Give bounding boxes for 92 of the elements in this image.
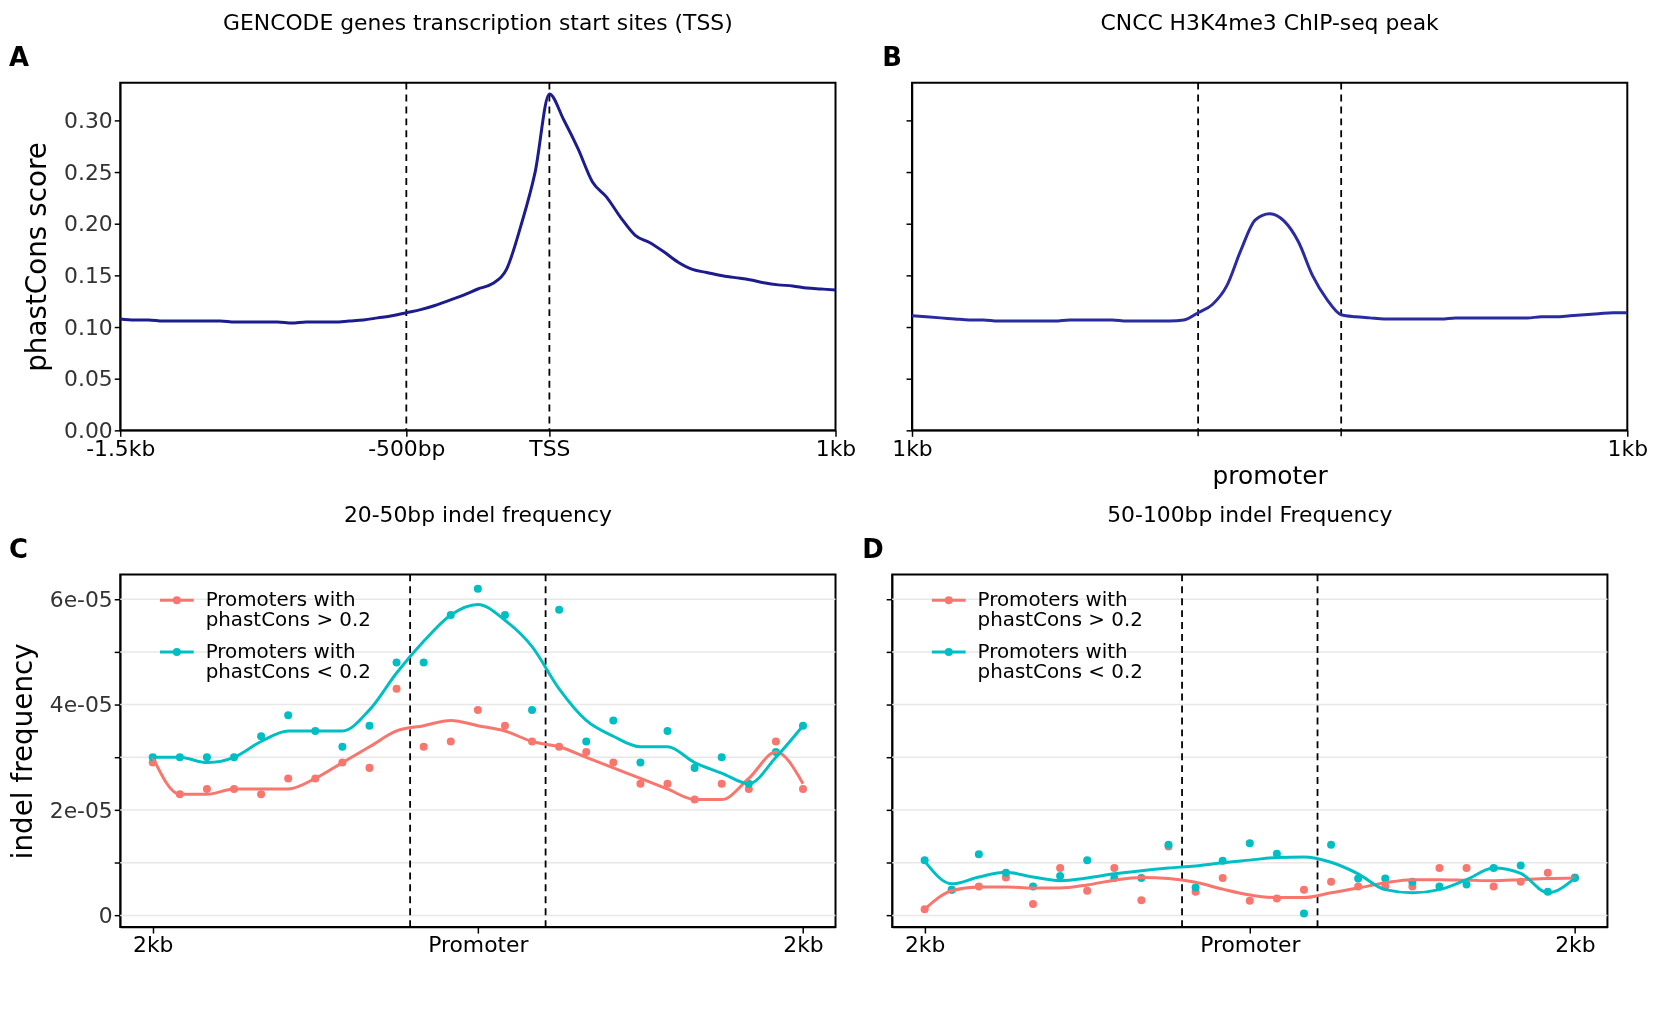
line-series: [120, 92, 836, 325]
point: [202, 753, 211, 762]
legend-label: Promoters with phastCons < 0.2: [205, 639, 371, 683]
point: [528, 705, 537, 714]
y-tick-label: 0.15: [64, 263, 113, 289]
point: [473, 584, 482, 593]
point: [1489, 882, 1498, 891]
chart-title: GENCODE genes transcription start sites (TSS): [223, 9, 733, 35]
point: [636, 779, 645, 788]
point: [257, 732, 266, 741]
y-tick-label: 0.30: [64, 108, 113, 134]
point: [1137, 896, 1146, 905]
x-tick-label: 2kb: [904, 932, 946, 958]
point: [419, 742, 428, 751]
point: [1327, 877, 1336, 886]
point: [636, 758, 645, 767]
point: [1516, 861, 1525, 870]
text: D: [862, 533, 884, 564]
point: [555, 605, 564, 614]
x-tick-label: -500bp: [368, 435, 446, 461]
point: [1191, 883, 1200, 892]
point: [1299, 909, 1308, 918]
y-tick-label: 0.05: [64, 366, 113, 392]
x-tick-label: 1kb: [815, 435, 857, 461]
y-tick-label: 2e-05: [49, 797, 113, 823]
point: [257, 790, 266, 799]
y-axis-title: phastCons score: [20, 142, 54, 372]
chart-title: 50-100bp indel Frequency: [1107, 501, 1393, 527]
point: [446, 737, 455, 746]
point: [365, 721, 374, 730]
point: [284, 711, 293, 720]
text: A: [8, 41, 29, 72]
point: [365, 763, 374, 772]
point: [1354, 874, 1363, 883]
x-tick-label: 2kb: [1555, 932, 1596, 958]
point: [473, 705, 482, 714]
point: [974, 850, 983, 859]
y-tick-label: 0.20: [64, 211, 113, 237]
y-tick-label: 0.25: [64, 159, 113, 185]
x-tick-label: TSS: [528, 435, 571, 461]
text: C: [8, 533, 28, 564]
point: [1110, 864, 1119, 873]
point: [582, 748, 591, 757]
legend-label: Promoters with phastCons > 0.2: [205, 588, 371, 632]
x-tick-label: Promoter: [1200, 932, 1301, 958]
point: [663, 726, 672, 735]
x-tick-label: 1kb: [892, 435, 933, 461]
point: [1462, 864, 1471, 873]
point: [1056, 864, 1065, 873]
point: [690, 763, 699, 772]
point: [582, 737, 591, 746]
point: [609, 758, 618, 767]
point: [392, 658, 401, 667]
y-tick-label: 0: [98, 902, 113, 928]
chart-title: 20-50bp indel frequency: [343, 501, 612, 527]
point: [717, 779, 726, 788]
point: [1083, 856, 1092, 865]
y-tick-label: 6e-05: [49, 586, 113, 612]
point: [419, 658, 428, 667]
point: [1327, 840, 1336, 849]
y-axis-title: indel frequency: [5, 643, 39, 860]
x-axis-title: promoter: [1212, 460, 1329, 490]
legend-label: Promoters with phastCons < 0.2: [977, 639, 1143, 683]
chart-title: CNCC H3K4me3 ChIP-seq peak: [1100, 9, 1440, 35]
x-tick-label: 2kb: [133, 932, 174, 958]
point: [1218, 874, 1227, 883]
point: [1245, 896, 1254, 905]
x-tick-label: Promoter: [428, 932, 529, 958]
point: [1083, 886, 1092, 895]
point: [202, 784, 211, 793]
point: [609, 716, 618, 725]
point: [798, 784, 807, 793]
point: [500, 721, 509, 730]
point: [284, 774, 293, 783]
legend-label: Promoters with phastCons > 0.2: [977, 588, 1143, 632]
text: B: [882, 41, 902, 72]
point: [1056, 871, 1065, 880]
y-tick-label: 0.10: [64, 314, 113, 340]
point: [1029, 899, 1038, 908]
point: [717, 753, 726, 762]
x-tick-label: 2kb: [783, 932, 824, 958]
x-tick-label: 1kb: [1607, 435, 1649, 461]
point: [1543, 868, 1552, 877]
point: [500, 611, 509, 619]
point: [1435, 864, 1444, 873]
point: [1245, 839, 1254, 848]
point: [1299, 885, 1308, 894]
point: [392, 684, 401, 693]
y-tick-label: 4e-05: [49, 692, 113, 718]
point: [771, 737, 780, 746]
point: [338, 742, 347, 751]
point: [663, 779, 672, 788]
